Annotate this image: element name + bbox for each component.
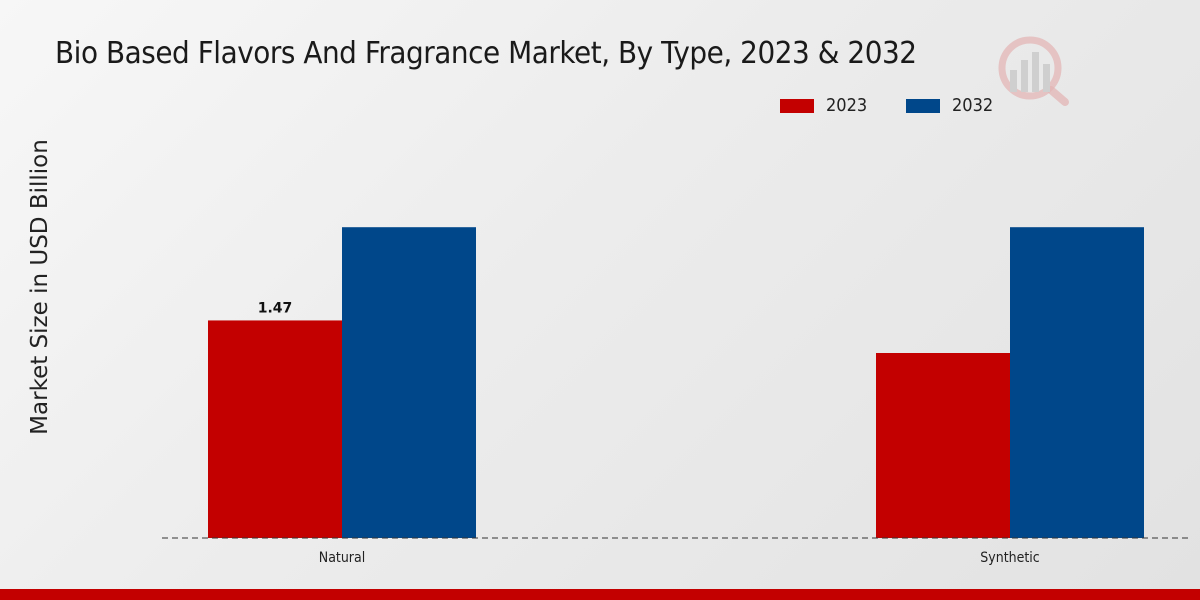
- chart-title: Bio Based Flavors And Fragrance Market, …: [55, 36, 917, 71]
- market-research-logo-icon: [998, 36, 1069, 106]
- data-label-2023-natural: 1.47: [258, 300, 293, 316]
- bar-2023-natural: [208, 320, 342, 538]
- legend-item-2032: 2032: [905, 95, 998, 116]
- bar-2032-natural: [342, 227, 476, 538]
- footer-accent-bar: [0, 589, 1200, 600]
- legend-label-2023: 2023: [826, 95, 868, 116]
- bar-2032-synthetic: [1010, 227, 1144, 538]
- bar-2023-synthetic: [876, 353, 1010, 538]
- x-tick-label-synthetic: Synthetic: [980, 550, 1039, 566]
- legend-swatch-2023: [780, 98, 814, 113]
- legend-label-2032: 2032: [951, 95, 994, 116]
- legend-item-2023: 2023: [780, 95, 872, 116]
- legend-swatch-2032: [905, 98, 940, 113]
- x-tick-label-natural: Natural: [319, 550, 365, 566]
- chart-legend: 2023 2032: [780, 95, 1032, 116]
